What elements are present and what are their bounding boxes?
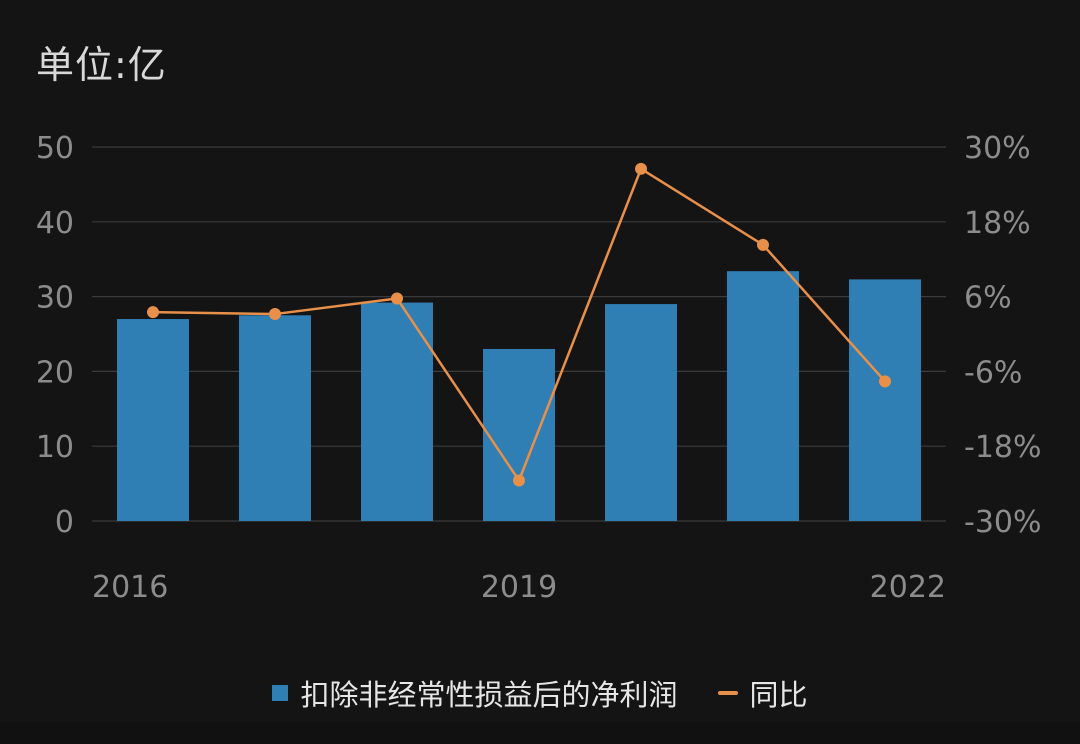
y-tick-label: 10 (36, 430, 74, 465)
y2-tick-label: -30% (964, 505, 1042, 540)
y-tick-label: 40 (36, 206, 74, 241)
x-axis: 2016 2019 2022 (92, 570, 946, 605)
bar[interactable] (117, 319, 189, 521)
legend-item-profit[interactable]: 扣除非经常性损益后的净利润 (272, 672, 678, 714)
yoy-point[interactable] (757, 238, 769, 251)
bar[interactable] (239, 315, 311, 521)
yoy-point[interactable] (269, 308, 281, 321)
yoy-point[interactable] (635, 162, 647, 175)
y-tick-label: 30 (36, 281, 74, 316)
yoy-points (147, 162, 891, 487)
y-tick-label: 0 (55, 505, 74, 540)
yoy-point[interactable] (879, 375, 891, 388)
y2-tick-label: -18% (964, 430, 1042, 465)
y2-tick-label: 6% (964, 281, 1012, 316)
bar[interactable] (849, 279, 921, 521)
yoy-point[interactable] (391, 292, 403, 305)
y-axis-left: 0 10 20 30 40 50 (36, 131, 74, 540)
x-tick-label: 2016 (92, 570, 168, 605)
x-tick-label: 2019 (481, 570, 557, 605)
legend: 扣除非经常性损益后的净利润 同比 (0, 672, 1080, 714)
bar[interactable] (361, 302, 433, 521)
x-tick-label: 2022 (870, 570, 946, 605)
y2-tick-label: 30% (964, 131, 1031, 166)
bar[interactable] (605, 304, 677, 521)
bar[interactable] (727, 271, 799, 521)
y2-tick-label: -6% (964, 355, 1022, 390)
y2-tick-label: 18% (964, 206, 1031, 241)
legend-bar-swatch (272, 685, 289, 701)
y-tick-label: 50 (36, 131, 74, 166)
bars (117, 271, 921, 521)
legend-line-swatch (717, 691, 738, 695)
legend-label-yoy: 同比 (749, 678, 808, 712)
legend-label-profit: 扣除非经常性损益后的净利润 (300, 678, 678, 712)
legend-item-yoy[interactable]: 同比 (717, 672, 808, 714)
yoy-point[interactable] (147, 306, 159, 319)
y-tick-label: 20 (36, 355, 74, 390)
unit-label: 单位:亿 (36, 43, 167, 87)
y-axis-right: -30% -18% -6% 6% 18% 30% (964, 131, 1042, 540)
bottom-strip (0, 722, 1080, 744)
bar[interactable] (483, 348, 555, 521)
yoy-point[interactable] (513, 474, 525, 487)
